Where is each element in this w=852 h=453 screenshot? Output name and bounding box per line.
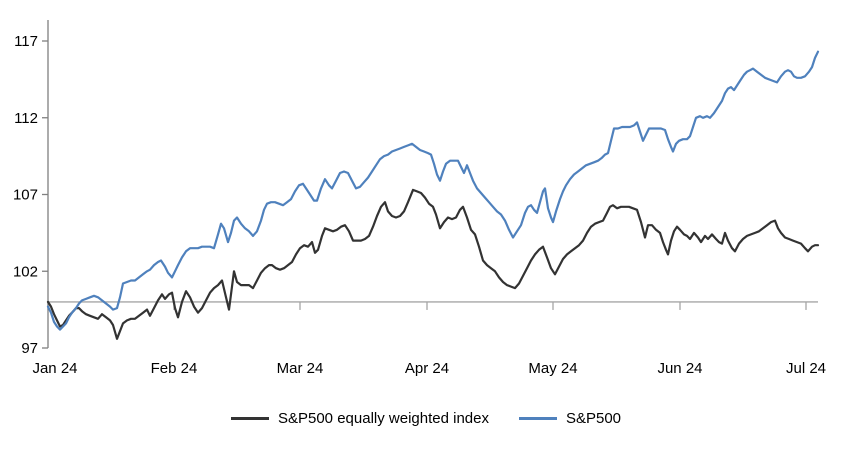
x-axis-label: Mar 24 (277, 360, 324, 377)
y-axis-label: 102 (13, 263, 38, 280)
y-axis-label: 107 (13, 187, 38, 204)
sp500-line-swatch (518, 417, 557, 420)
x-axis-label: Jun 24 (657, 360, 702, 377)
equal-weight-line-swatch (230, 417, 269, 420)
x-axis-label: Jul 24 (786, 360, 826, 377)
equal-weight-series-line (46, 188, 820, 340)
sp500-series-line (46, 50, 820, 331)
sp500-legend-label: S&P500 (565, 410, 622, 427)
y-axis-label: 97 (21, 340, 38, 357)
x-axis-label: Apr 24 (405, 360, 449, 377)
y-axis-label: 117 (14, 33, 38, 50)
equal-weight-legend-label: S&P500 equally weighted index (277, 410, 489, 427)
legend-item-sp500: S&P500 (518, 410, 622, 427)
x-axis-label: May 24 (528, 360, 577, 377)
x-axis-label: Jan 24 (32, 360, 77, 377)
legend-item-equal-weight: S&P500 equally weighted index (230, 410, 489, 427)
x-axis-label: Feb 24 (151, 360, 198, 377)
y-axis-label: 112 (14, 110, 38, 127)
legend: S&P500 equally weighted index S&P500 (0, 410, 852, 427)
